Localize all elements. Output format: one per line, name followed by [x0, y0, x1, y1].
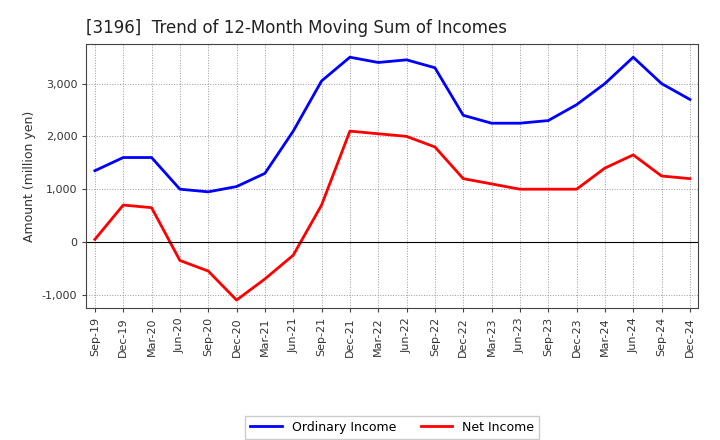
Ordinary Income: [233, 184, 241, 189]
Net Income: [685, 176, 694, 181]
Ordinary Income: [572, 102, 581, 107]
Ordinary Income: [431, 65, 439, 70]
Net Income: [148, 205, 156, 210]
Ordinary Income: [487, 121, 496, 126]
Net Income: [572, 187, 581, 192]
Line: Net Income: Net Income: [95, 131, 690, 300]
Ordinary Income: [346, 55, 354, 60]
Ordinary Income: [685, 97, 694, 102]
Ordinary Income: [544, 118, 552, 123]
Net Income: [459, 176, 467, 181]
Ordinary Income: [119, 155, 127, 160]
Ordinary Income: [148, 155, 156, 160]
Net Income: [119, 202, 127, 208]
Net Income: [91, 237, 99, 242]
Ordinary Income: [204, 189, 212, 194]
Ordinary Income: [459, 113, 467, 118]
Net Income: [629, 152, 637, 158]
Ordinary Income: [402, 57, 411, 62]
Net Income: [516, 187, 524, 192]
Net Income: [544, 187, 552, 192]
Net Income: [657, 173, 666, 179]
Line: Ordinary Income: Ordinary Income: [95, 57, 690, 192]
Net Income: [318, 202, 326, 208]
Ordinary Income: [176, 187, 184, 192]
Ordinary Income: [657, 81, 666, 86]
Net Income: [233, 297, 241, 303]
Net Income: [204, 268, 212, 274]
Net Income: [289, 253, 297, 258]
Net Income: [346, 128, 354, 134]
Text: [3196]  Trend of 12-Month Moving Sum of Incomes: [3196] Trend of 12-Month Moving Sum of I…: [86, 19, 508, 37]
Net Income: [374, 131, 382, 136]
Net Income: [487, 181, 496, 187]
Ordinary Income: [318, 78, 326, 84]
Ordinary Income: [516, 121, 524, 126]
Net Income: [261, 276, 269, 282]
Ordinary Income: [91, 168, 99, 173]
Net Income: [176, 258, 184, 263]
Net Income: [402, 134, 411, 139]
Legend: Ordinary Income, Net Income: Ordinary Income, Net Income: [246, 416, 539, 439]
Net Income: [431, 144, 439, 150]
Ordinary Income: [629, 55, 637, 60]
Net Income: [600, 165, 609, 171]
Ordinary Income: [289, 128, 297, 134]
Y-axis label: Amount (million yen): Amount (million yen): [23, 110, 36, 242]
Ordinary Income: [374, 60, 382, 65]
Ordinary Income: [261, 171, 269, 176]
Ordinary Income: [600, 81, 609, 86]
